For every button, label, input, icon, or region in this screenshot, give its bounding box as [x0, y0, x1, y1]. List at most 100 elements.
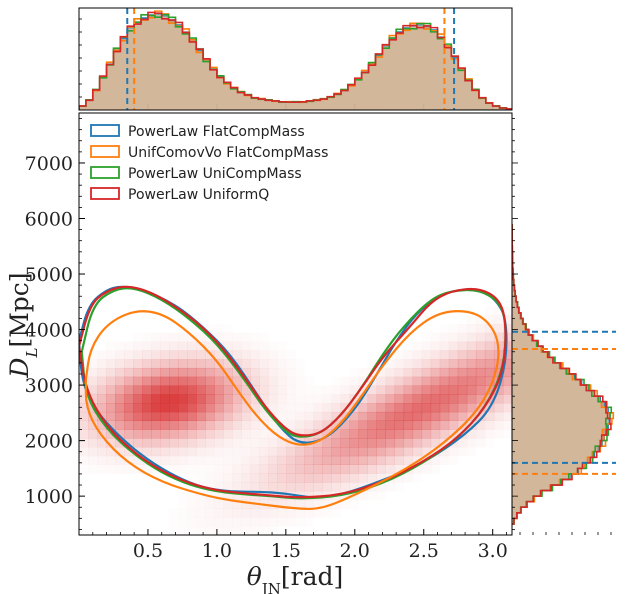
x-tick-label: 0.5	[133, 540, 163, 562]
heatmap-cell	[196, 429, 206, 439]
heatmap-cell	[169, 438, 179, 448]
heatmap-cell	[322, 429, 332, 439]
heatmap-cell	[214, 411, 224, 422]
heatmap-cell	[331, 394, 341, 404]
heatmap-cell	[385, 403, 396, 413]
heatmap-cell	[160, 411, 170, 422]
heatmap-cell	[466, 403, 477, 413]
heatmap-cell	[223, 411, 233, 422]
heatmap-cell	[376, 455, 387, 465]
heatmap-cell	[457, 359, 468, 369]
heatmap-cell	[151, 455, 161, 465]
heatmap-cell	[196, 473, 205, 482]
heatmap-cell	[502, 350, 512, 360]
heatmap-cell	[394, 376, 405, 386]
heatmap-cell	[250, 482, 260, 492]
heatmap-cell	[502, 385, 512, 395]
heatmap-cell	[494, 430, 503, 439]
heatmap-cell	[214, 473, 223, 482]
heatmap-cell	[385, 385, 396, 395]
heatmap-cell	[187, 429, 197, 439]
heatmap-cell	[268, 447, 278, 457]
heatmap-cell	[403, 411, 414, 422]
heatmap-cell	[286, 455, 296, 465]
heatmap-cell	[502, 359, 512, 369]
heatmap-cell	[466, 385, 477, 395]
heatmap-cell	[331, 438, 341, 448]
heatmap-cell	[142, 447, 152, 457]
heatmap-cell	[151, 376, 161, 386]
heatmap-cell	[493, 420, 504, 430]
heatmap-cell	[241, 517, 251, 527]
heatmap-cell	[268, 455, 278, 465]
heatmap-cell	[430, 341, 441, 351]
heatmap-cell	[259, 411, 269, 422]
heatmap-cell	[142, 385, 152, 395]
heatmap-cell	[448, 376, 459, 386]
heatmap-cell	[385, 455, 396, 465]
heatmap-cell	[331, 473, 341, 483]
heatmap-cell	[277, 482, 287, 492]
heatmap-cell	[124, 447, 134, 457]
x-axis-ticks: 0.5 1.0 1.5 2.0 2.5 3.0	[92, 104, 508, 562]
heatmap-cell	[340, 429, 350, 439]
x-tick-label: 1.5	[271, 540, 301, 562]
heatmap-cell	[367, 473, 377, 483]
heatmap-cell	[296, 359, 305, 368]
heatmap-cell	[79, 456, 88, 465]
heatmap-cell	[115, 429, 125, 439]
heatmap-cell	[223, 508, 233, 518]
heatmap-cell	[412, 420, 423, 430]
heatmap-cell	[79, 465, 88, 474]
heatmap-cell	[178, 420, 188, 430]
heatmap-cell	[349, 447, 359, 457]
heatmap-cell	[340, 482, 350, 492]
heatmap-cell	[440, 456, 449, 465]
heatmap-cell	[502, 411, 512, 422]
heatmap-cell	[160, 341, 170, 351]
heatmap-cell	[169, 367, 179, 378]
heatmap-cell	[205, 394, 215, 404]
heatmap-cell	[133, 438, 143, 448]
heatmap-cell	[385, 438, 396, 448]
heatmap-cell	[187, 350, 197, 360]
heatmap-cell	[97, 403, 107, 413]
y-tick-label: 2000	[25, 431, 73, 453]
heatmap-cell	[466, 420, 477, 430]
heatmap-cell	[466, 341, 477, 351]
heatmap-cell	[421, 350, 432, 360]
heatmap-cell	[250, 508, 260, 518]
heatmap-cell	[484, 324, 495, 334]
heatmap-cell	[169, 509, 178, 518]
heatmap-cell	[196, 438, 206, 448]
heatmap-cell	[359, 368, 368, 377]
heatmap-cell	[205, 456, 214, 465]
heatmap-cell	[250, 359, 260, 369]
legend-entry-1: UnifComovVo FlatCompMass	[90, 145, 328, 161]
heatmap-cell	[358, 411, 368, 422]
x-tick-label: 1.0	[202, 540, 232, 562]
heatmap-cell	[277, 394, 287, 404]
heatmap-cell	[178, 411, 188, 422]
heatmap-cell	[187, 500, 196, 509]
heatmap-cell	[493, 403, 504, 413]
heatmap-cell	[223, 403, 233, 413]
heatmap-cell	[385, 367, 396, 378]
heatmap-cell	[241, 385, 251, 395]
heatmap-cell	[475, 420, 486, 430]
heatmap-cell	[178, 341, 188, 351]
heatmap-cell	[223, 376, 233, 386]
heatmap-cell	[430, 429, 441, 439]
legend-entry-3: PowerLaw UniformQ	[90, 187, 269, 203]
heatmap-cell	[97, 350, 106, 359]
heatmap-cell	[187, 438, 197, 448]
heatmap-cell	[484, 376, 495, 386]
heatmap-cell	[259, 429, 269, 439]
heatmap-cell	[475, 359, 486, 369]
heatmap-cell	[493, 411, 504, 422]
heatmap-cell	[295, 473, 305, 483]
heatmap-cell	[241, 359, 251, 369]
heatmap-cell	[124, 394, 134, 404]
heatmap-cell	[232, 429, 242, 439]
heatmap-cell	[349, 420, 359, 430]
